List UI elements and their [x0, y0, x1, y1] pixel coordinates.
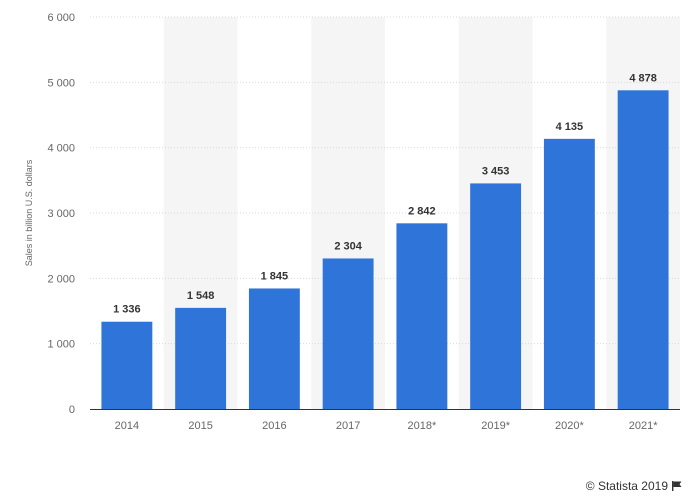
y-axis-ticks: 0 1 000 2 000 3 000 4 000 5 000 6 000 [47, 12, 75, 416]
data-label: 4 878 [629, 72, 657, 84]
x-tick-label: 2015 [188, 420, 212, 432]
bar-2019* [470, 183, 522, 409]
data-label: 1 336 [113, 304, 141, 316]
y-tick-label: 2 000 [47, 273, 75, 285]
data-label: 1 845 [261, 270, 289, 282]
bar-2021* [617, 90, 669, 409]
data-label: 1 548 [187, 290, 215, 302]
x-tick-label: 2017 [336, 420, 360, 432]
bar-2020* [543, 138, 595, 409]
x-axis-ticks: 2014 2015 2016 2017 2018* 2019* 2020* 2021* [115, 420, 659, 432]
data-label: 3 453 [482, 165, 510, 177]
data-label: 2 842 [408, 205, 436, 217]
y-tick-label: 0 [69, 404, 75, 416]
data-label: 2 304 [334, 240, 362, 252]
data-label: 4 135 [556, 121, 584, 133]
x-tick-label: 2019* [481, 420, 510, 432]
bar-2018* [396, 223, 448, 409]
bar-2014 [101, 321, 153, 409]
bar-2016 [248, 288, 300, 409]
x-tick-label: 2018* [407, 420, 436, 432]
y-tick-label: 6 000 [47, 12, 75, 24]
y-tick-label: 4 000 [47, 143, 75, 155]
y-tick-label: 5 000 [47, 77, 75, 89]
data-labels: 1 336 1 548 1 845 2 304 2 842 3 453 4 135 4 878 [113, 72, 657, 315]
statista-credit[interactable]: © Statista 2019 [586, 479, 682, 493]
x-tick-label: 2021* [629, 420, 658, 432]
y-tick-label: 1 000 [47, 339, 75, 351]
bar-2017 [322, 258, 374, 409]
gridlines [90, 16, 680, 345]
bars [101, 90, 669, 409]
x-tick-label: 2020* [555, 420, 584, 432]
credit-text: © Statista 2019 [585, 479, 668, 493]
y-tick-label: 3 000 [47, 208, 75, 220]
x-tick-label: 2014 [115, 420, 139, 432]
bar-2015 [175, 307, 227, 409]
x-tick-label: 2016 [262, 420, 286, 432]
y-axis-label: Sales in billion U.S. dollars [24, 159, 34, 266]
flag-icon[interactable] [672, 481, 682, 491]
